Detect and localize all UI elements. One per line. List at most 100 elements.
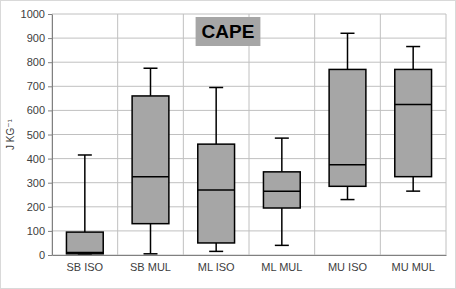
- y-tick-mark: [48, 231, 52, 232]
- lower-whisker: [150, 224, 152, 254]
- box-body: [263, 172, 300, 208]
- median: [263, 190, 300, 192]
- y-tick-label: 800: [27, 56, 45, 68]
- y-tick: 400: [27, 153, 52, 165]
- x-tick-label: SB ISO: [66, 261, 103, 273]
- y-tick-mark: [48, 159, 52, 160]
- box: [132, 68, 169, 254]
- lower-cap: [275, 245, 289, 247]
- y-tick-mark: [48, 110, 52, 111]
- y-tick-label: 300: [27, 177, 45, 189]
- boxes: [66, 33, 431, 254]
- upper-whisker: [215, 88, 217, 145]
- upper-whisker: [150, 68, 152, 96]
- y-tick-mark: [48, 86, 52, 87]
- chart-border: [1, 1, 456, 289]
- lower-cap: [341, 199, 355, 201]
- y-tick: 0: [39, 249, 52, 261]
- grid-line-vertical: [249, 14, 250, 255]
- upper-whisker: [347, 33, 349, 69]
- x-tick: ML MUL: [261, 255, 302, 273]
- lower-whisker: [412, 177, 414, 191]
- title-group: CAPE: [196, 17, 261, 46]
- upper-cap: [341, 33, 355, 35]
- upper-cap: [78, 154, 92, 156]
- y-tick-label: 400: [27, 153, 45, 165]
- y-tick-mark: [48, 135, 52, 136]
- y-axis-line: [52, 15, 53, 256]
- grid-line-vertical: [314, 14, 315, 255]
- y-tick: 100: [27, 225, 52, 237]
- upper-whisker: [412, 47, 414, 70]
- median: [198, 189, 235, 191]
- upper-cap: [144, 67, 158, 69]
- y-tick-label: 0: [39, 249, 45, 261]
- grid-line-vertical: [117, 14, 118, 255]
- upper-cap: [209, 87, 223, 89]
- lower-whisker: [215, 243, 217, 251]
- box: [395, 47, 432, 192]
- box: [263, 138, 300, 245]
- y-tick-label: 500: [27, 129, 45, 141]
- upper-cap: [275, 137, 289, 139]
- plot: 01002003004005006007008009001000SB ISOSB…: [21, 8, 447, 273]
- y-tick: 500: [27, 129, 52, 141]
- x-tick: MU MUL: [391, 255, 434, 273]
- box: [329, 33, 366, 199]
- x-tick-label: ML MUL: [261, 261, 302, 273]
- y-tick: 300: [27, 177, 52, 189]
- lower-cap: [406, 190, 420, 192]
- x-tick: ML ISO: [198, 255, 235, 273]
- box-body: [329, 69, 366, 186]
- title-box: [196, 17, 261, 46]
- box-body: [395, 69, 432, 176]
- grid-line-vertical: [183, 14, 184, 255]
- x-axis: SB ISO SB MUL ML ISO ML MUL MU ISO MU MUL: [53, 255, 447, 273]
- y-tick-mark: [48, 183, 52, 184]
- y-tick-mark: [48, 38, 52, 39]
- y-axis: 0 100 200 300 400 500 600 700 800 900 1000: [21, 8, 53, 261]
- chart: 01002003004005006007008009001000SB ISOSB…: [0, 0, 456, 289]
- y-tick: 800: [27, 56, 52, 68]
- median: [329, 164, 366, 166]
- lower-whisker: [281, 208, 283, 245]
- box-body: [66, 232, 103, 254]
- grid-line-vertical: [380, 14, 381, 255]
- y-tick-label: 100: [27, 225, 45, 237]
- median: [66, 252, 103, 254]
- x-tick: SB ISO: [66, 255, 103, 273]
- lower-whisker: [347, 186, 349, 199]
- box-body: [132, 96, 169, 224]
- title: CAPE: [202, 21, 255, 42]
- lower-cap: [144, 253, 158, 255]
- x-axis-line: [53, 255, 447, 256]
- x-tick: MU ISO: [328, 255, 368, 273]
- y-tick: 200: [27, 201, 52, 213]
- upper-cap: [406, 46, 420, 48]
- y-tick-mark: [48, 207, 52, 208]
- box: [66, 155, 103, 254]
- y-tick-label: 900: [27, 32, 45, 44]
- y-tick-mark: [48, 255, 52, 256]
- y-tick-label: 600: [27, 104, 45, 116]
- box-body: [198, 144, 235, 243]
- y-tick: 900: [27, 32, 52, 44]
- y-tick-mark: [48, 62, 52, 63]
- x-tick: SB MUL: [130, 255, 171, 273]
- grid: [52, 14, 446, 255]
- x-tick-label: SB MUL: [130, 261, 171, 273]
- grid-line-vertical: [446, 14, 447, 255]
- lower-cap: [209, 251, 223, 253]
- x-tick-label: MU MUL: [391, 261, 434, 273]
- y-tick-label: 1000: [21, 8, 45, 20]
- x-tick-label: ML ISO: [198, 261, 235, 273]
- median: [395, 104, 432, 106]
- upper-whisker: [281, 138, 283, 172]
- y-axis-title: J KG⁻¹: [5, 118, 16, 150]
- y-tick-label: 700: [27, 80, 45, 92]
- y-tick: 700: [27, 80, 52, 92]
- upper-whisker: [84, 155, 86, 232]
- y-tick-label: 200: [27, 201, 45, 213]
- box: [198, 88, 235, 252]
- y-tick: 600: [27, 104, 52, 116]
